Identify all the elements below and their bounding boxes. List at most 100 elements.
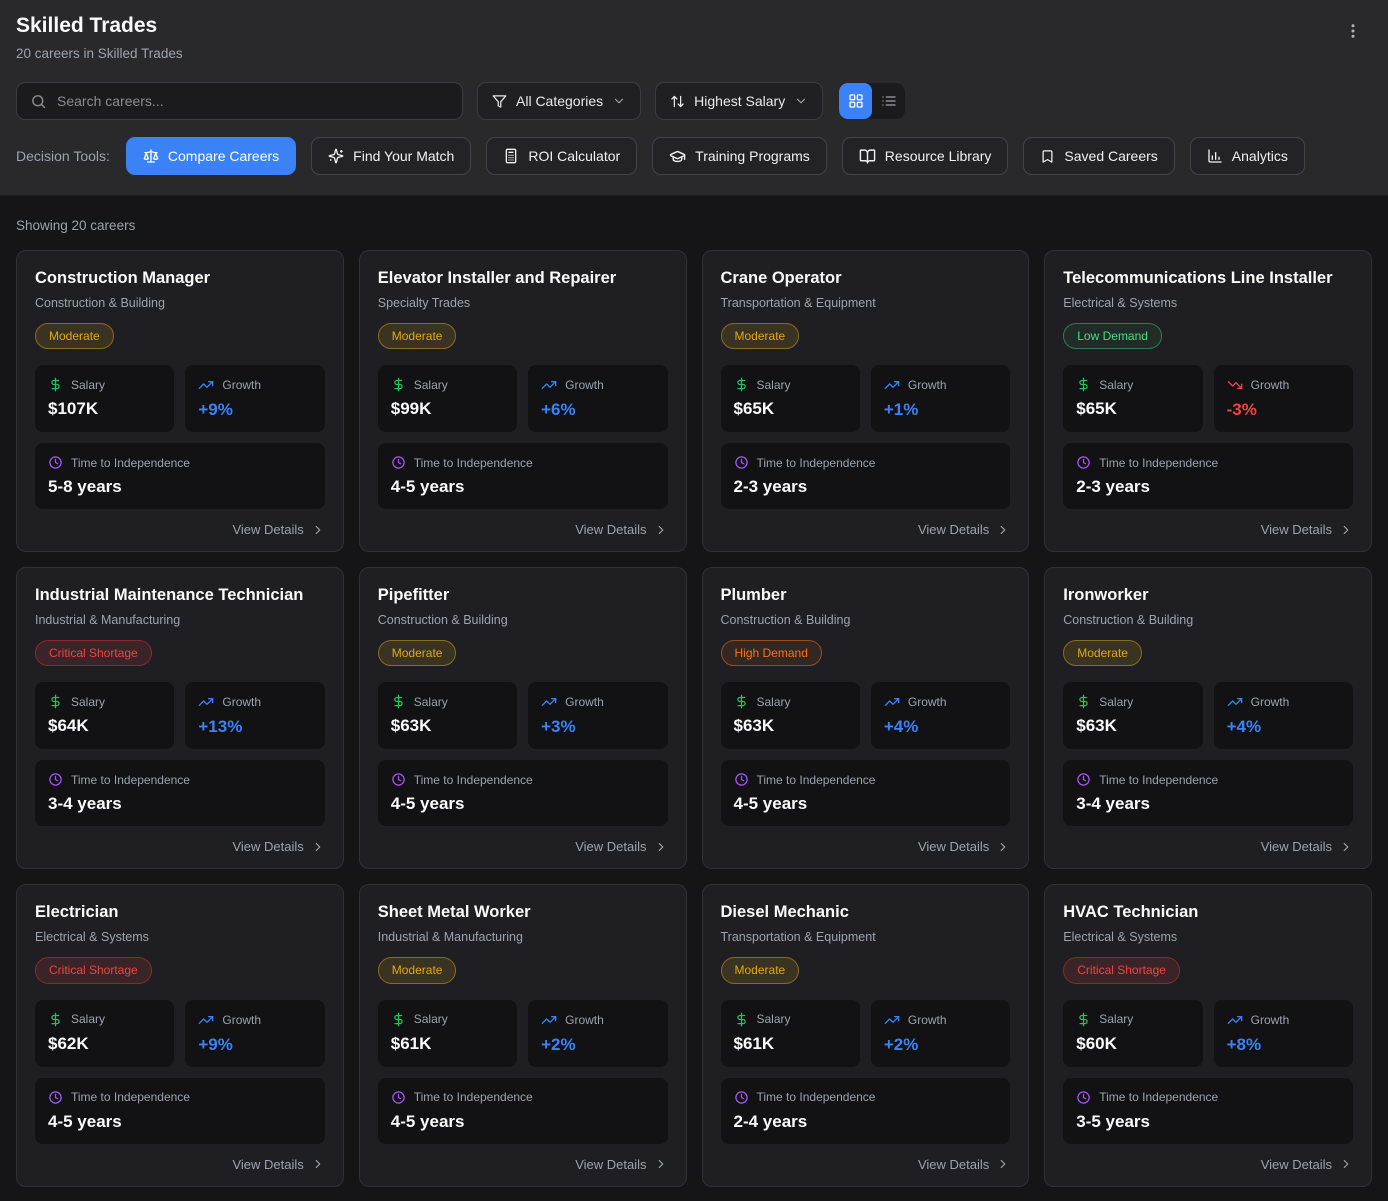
- category-filter-label: All Categories: [516, 93, 604, 109]
- time-to-independence-stat: Time to Independence 4-5 years: [720, 760, 1011, 827]
- view-details-link[interactable]: View Details: [575, 522, 667, 537]
- salary-value: $63K: [1076, 716, 1117, 736]
- growth-value: +1%: [883, 400, 919, 420]
- trending-up-icon: [541, 377, 557, 393]
- decision-tool-button-saved-careers[interactable]: Saved Careers: [1023, 137, 1175, 175]
- salary-value: $61K: [733, 1033, 775, 1053]
- card-title: Plumber: [720, 586, 787, 605]
- view-details-link[interactable]: View Details: [918, 522, 1010, 537]
- decision-tool-button-training-programs[interactable]: Training Programs: [652, 137, 827, 175]
- tti-label: Time to Independence: [71, 455, 190, 470]
- view-details-link[interactable]: View Details: [1261, 1157, 1353, 1172]
- growth-value: +6%: [541, 400, 576, 420]
- demand-badge: Moderate: [720, 957, 800, 984]
- time-to-independence-stat: Time to Independence 2-3 years: [1063, 443, 1353, 510]
- salary-value: $64K: [48, 716, 89, 736]
- demand-badge: Critical Shortage: [35, 957, 152, 984]
- decision-tool-button-roi-calculator[interactable]: ROI Calculator: [486, 137, 638, 175]
- view-details-label: View Details: [1260, 1156, 1332, 1172]
- view-details-link[interactable]: View Details: [918, 1157, 1010, 1172]
- tti-label: Time to Independence: [71, 772, 190, 787]
- trending-up-icon: [1227, 694, 1243, 710]
- card-category: Construction & Building: [1063, 612, 1194, 627]
- view-details-link[interactable]: View Details: [232, 1157, 324, 1172]
- trending-up-icon: [198, 377, 214, 393]
- dollar-icon: [391, 1012, 406, 1027]
- chevron-right-icon: [996, 840, 1010, 854]
- list-view-button[interactable]: [872, 83, 905, 119]
- view-details-link[interactable]: View Details: [575, 1157, 667, 1172]
- trending-up-icon: [884, 1012, 900, 1028]
- growth-stat: Growth -3%: [1213, 365, 1353, 433]
- tti-value: 3-5 years: [1076, 1111, 1150, 1131]
- growth-stat: Growth +4%: [1213, 682, 1353, 750]
- sort-button[interactable]: Highest Salary: [655, 82, 824, 120]
- decision-tool-button-analytics[interactable]: Analytics: [1189, 137, 1305, 175]
- card-category: Construction & Building: [720, 612, 851, 627]
- decision-tool-button-compare-careers[interactable]: Compare Careers: [125, 137, 297, 175]
- growth-stat: Growth +8%: [1213, 999, 1353, 1067]
- tti-value: 2-3 years: [1076, 477, 1150, 497]
- grid-view-button[interactable]: [839, 83, 873, 119]
- view-details-link[interactable]: View Details: [1261, 522, 1353, 537]
- tti-value: 2-4 years: [733, 1111, 808, 1131]
- career-card: Telecommunications Line Installer Electr…: [1044, 250, 1372, 553]
- content-area: Showing 20 careers Construction Manager …: [0, 196, 1388, 1201]
- grid-icon: [848, 93, 864, 109]
- view-details-link[interactable]: View Details: [918, 839, 1010, 854]
- clock-icon: [734, 1090, 749, 1105]
- time-to-independence-stat: Time to Independence 2-4 years: [720, 1077, 1011, 1144]
- dollar-icon: [1076, 694, 1091, 709]
- salary-stat: Salary $63K: [377, 682, 518, 750]
- time-to-independence-stat: Time to Independence 4-5 years: [377, 1077, 668, 1144]
- decision-tool-label: ROI Calculator: [528, 148, 621, 164]
- career-card: Sheet Metal Worker Industrial & Manufact…: [358, 884, 687, 1187]
- clock-icon: [391, 455, 406, 470]
- time-to-independence-stat: Time to Independence 4-5 years: [377, 443, 668, 510]
- salary-stat: Salary $62K: [35, 999, 175, 1067]
- category-filter-button[interactable]: All Categories: [477, 82, 642, 120]
- tti-value: 4-5 years: [390, 477, 465, 497]
- tti-label: Time to Independence: [756, 1090, 876, 1105]
- page-title: Skilled Trades: [16, 14, 158, 37]
- clock-icon: [1076, 455, 1091, 470]
- salary-label: Salary: [1099, 1012, 1134, 1027]
- search-box[interactable]: [16, 82, 463, 120]
- demand-badge: Moderate: [720, 322, 800, 350]
- time-to-independence-stat: Time to Independence 4-5 years: [35, 1077, 325, 1144]
- kebab-menu-button[interactable]: [1338, 16, 1368, 46]
- graduation-cap-icon: [669, 148, 686, 165]
- sparkles-icon: [328, 148, 344, 164]
- career-card: Elevator Installer and Repairer Specialt…: [358, 250, 687, 553]
- card-category: Construction & Building: [35, 295, 165, 310]
- view-toggle: [839, 83, 906, 119]
- dollar-icon: [391, 377, 406, 392]
- bookmark-icon: [1040, 149, 1055, 164]
- search-input[interactable]: [57, 93, 449, 109]
- search-icon: [30, 93, 47, 110]
- view-details-link[interactable]: View Details: [1261, 839, 1353, 854]
- decision-tool-button-find-your-match[interactable]: Find Your Match: [311, 137, 472, 175]
- tti-label: Time to Independence: [756, 455, 876, 470]
- salary-value: $61K: [390, 1033, 432, 1053]
- salary-label: Salary: [1099, 694, 1134, 709]
- view-details-link[interactable]: View Details: [232, 839, 324, 854]
- decision-tool-label: Compare Careers: [167, 148, 280, 164]
- card-title: Pipefitter: [377, 586, 450, 605]
- career-card: Construction Manager Construction & Buil…: [16, 250, 344, 553]
- time-to-independence-stat: Time to Independence 4-5 years: [377, 760, 668, 827]
- decision-tool-button-resource-library[interactable]: Resource Library: [841, 137, 1009, 175]
- view-details-link[interactable]: View Details: [232, 522, 324, 537]
- salary-label: Salary: [413, 694, 448, 709]
- clock-icon: [48, 772, 63, 787]
- growth-label: Growth: [222, 1012, 262, 1027]
- career-card: Diesel Mechanic Transportation & Equipme…: [701, 884, 1030, 1187]
- decision-tool-label: Find Your Match: [353, 148, 455, 164]
- tti-label: Time to Independence: [1099, 455, 1219, 470]
- dollar-icon: [734, 694, 749, 709]
- trending-up-icon: [198, 1012, 214, 1028]
- view-details-link[interactable]: View Details: [575, 839, 667, 854]
- chevron-right-icon: [1339, 1157, 1353, 1171]
- card-title: Industrial Maintenance Technician: [35, 586, 304, 605]
- dollar-icon: [734, 377, 749, 392]
